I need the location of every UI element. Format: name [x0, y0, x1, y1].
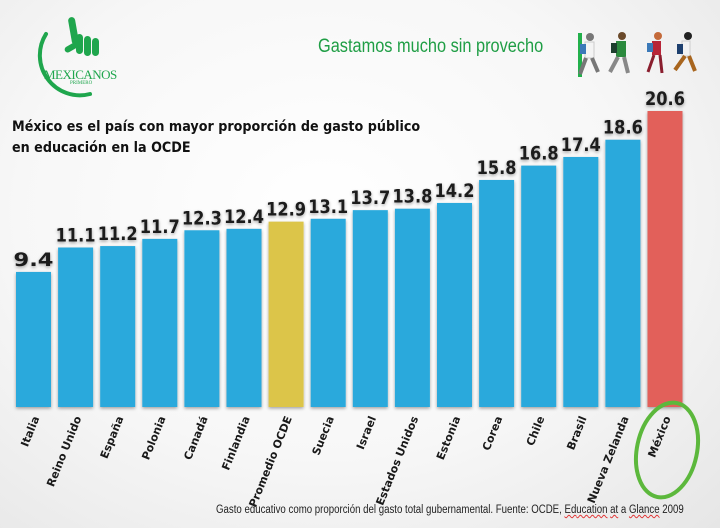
- category-label: México: [645, 414, 673, 459]
- value-label: 13.7: [350, 187, 390, 209]
- footnote-word: at: [610, 504, 619, 516]
- bar-nueva-zelanda: [605, 139, 641, 408]
- category-label: Israel: [354, 414, 379, 451]
- footnote-text: Gasto educativo como proporción del gast…: [216, 504, 565, 516]
- bar-canadá: [184, 230, 220, 407]
- bar-brasil: [563, 156, 599, 407]
- headline: México es el país con mayor proporción d…: [12, 119, 421, 156]
- logo-icon: [37, 17, 99, 98]
- bar-promedio-ocde: [268, 221, 304, 407]
- footnote-text: a: [618, 504, 629, 516]
- category-label: Corea: [480, 414, 506, 452]
- value-label: 16.8: [519, 143, 559, 165]
- value-label: 13.1: [308, 196, 348, 218]
- value-label: 15.8: [477, 157, 517, 179]
- category-label: Canadá: [181, 414, 210, 462]
- logo-text: MEXICANOS: [44, 67, 117, 82]
- value-label: 18.6: [603, 117, 643, 139]
- category-label: Polonia: [139, 414, 168, 462]
- logo-subtext: PRIMERO: [70, 81, 93, 86]
- highlight-circle: [634, 400, 700, 500]
- source-footnote: Gasto educativo como proporción del gast…: [216, 504, 684, 516]
- bar-corea: [479, 179, 515, 407]
- value-label: 14.2: [435, 180, 475, 202]
- category-label: Estonia: [434, 414, 463, 461]
- value-label: 17.4: [561, 134, 601, 156]
- running-students-icon: [578, 32, 697, 77]
- category-label: Estados Unidos: [374, 414, 422, 507]
- value-label: 11.7: [140, 216, 180, 238]
- value-label: 12.3: [182, 207, 222, 229]
- bar-chile: [521, 165, 557, 407]
- value-label: 13.8: [392, 186, 432, 208]
- category-label: Reino Unido: [44, 414, 84, 489]
- category-label: Suecia: [310, 414, 337, 457]
- value-label: 11.2: [98, 223, 138, 245]
- footnote-year: 2009: [659, 504, 684, 516]
- category-label: Chile: [524, 414, 548, 448]
- value-label: 12.4: [224, 206, 264, 228]
- bar-finlandia: [226, 228, 262, 407]
- category-label: España: [98, 414, 127, 460]
- category-label: Finlandia: [219, 414, 252, 472]
- bar-reino-unido: [58, 247, 94, 407]
- category-label: Brasil: [564, 414, 589, 452]
- footnote-word: Glance: [628, 504, 660, 516]
- bar-israel: [352, 210, 388, 407]
- bar-suecia: [310, 218, 346, 407]
- category-label: Italia: [18, 414, 42, 448]
- bar-méxico: [647, 111, 683, 407]
- bar-españa: [100, 246, 136, 407]
- value-label: 9.4: [14, 249, 54, 271]
- value-label: 20.6: [645, 88, 685, 110]
- slogan: Gastamos mucho sin provecho: [318, 36, 544, 57]
- value-label: 11.1: [56, 225, 96, 247]
- bar-italia: [16, 271, 51, 407]
- bar-estados-unidos: [394, 208, 430, 407]
- bar-estonia: [437, 202, 472, 407]
- value-label: 12.9: [266, 199, 306, 221]
- category-label: Promedio OCDE: [246, 414, 294, 509]
- bar-polonia: [142, 238, 178, 407]
- footnote-word: Education: [564, 504, 608, 516]
- category-label: Nueva Zelanda: [585, 414, 632, 505]
